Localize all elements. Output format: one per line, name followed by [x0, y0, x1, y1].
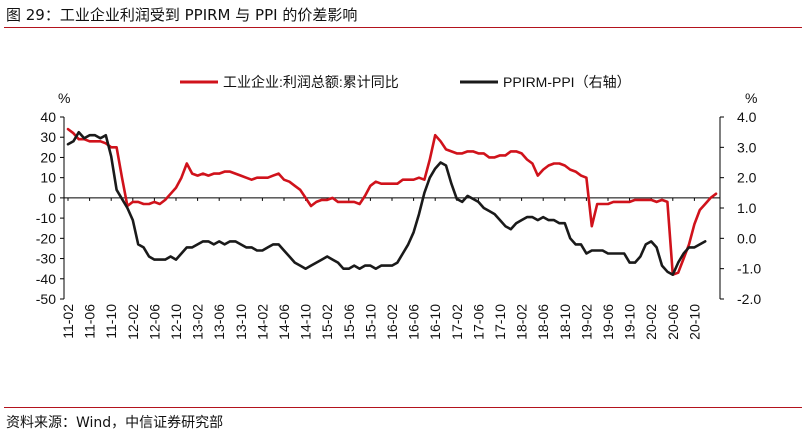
x-tick-label: 19-06 — [600, 304, 616, 340]
series-line-profit — [66, 127, 718, 277]
x-tick-label: 14-02 — [254, 304, 270, 340]
x-tick-label: 11-10 — [103, 304, 119, 339]
x-tick-label: 19-02 — [578, 304, 594, 340]
left-tick-label: -10 — [36, 210, 56, 226]
x-tick-label: 12-02 — [125, 304, 141, 340]
x-tick-label: 14-10 — [298, 304, 314, 340]
x-tick-label: 13-02 — [190, 304, 206, 340]
x-tick-label: 17-02 — [449, 304, 465, 340]
x-tick-label: 12-06 — [146, 304, 162, 340]
series-lines — [66, 127, 718, 277]
legend: 工业企业:利润总额:累计同比 PPIRM-PPI（右轴） — [180, 74, 631, 90]
x-tick-label: 11-06 — [82, 304, 98, 339]
left-tick-label: -50 — [36, 291, 56, 307]
x-tick-label: 15-06 — [341, 304, 357, 340]
source-rule — [4, 407, 802, 408]
left-tick-label: -30 — [36, 251, 56, 267]
x-tick-label: 12-10 — [168, 304, 184, 340]
x-tick-label: 18-02 — [514, 304, 530, 340]
right-tick-label: 3.0 — [737, 139, 757, 155]
x-tick-label: 14-06 — [276, 304, 292, 340]
right-tick-label: 2.0 — [737, 170, 757, 186]
x-tick-label: 20-02 — [643, 304, 659, 340]
left-axis-unit: % — [58, 90, 70, 106]
x-tick-label: 13-10 — [233, 304, 249, 340]
left-tick-label: 0 — [48, 190, 56, 206]
left-tick-label: 20 — [40, 149, 56, 165]
x-tick-label: 19-10 — [622, 304, 638, 340]
right-tick-label: 1.0 — [737, 200, 757, 216]
right-axis-unit: % — [745, 90, 757, 106]
right-tick-label: 0.0 — [737, 230, 757, 246]
legend-label-profit: 工业企业:利润总额:累计同比 — [223, 74, 399, 90]
right-tick-label: 4.0 — [737, 109, 757, 125]
x-tick-label: 18-06 — [535, 304, 551, 340]
left-tick-label: 10 — [40, 170, 56, 186]
legend-label-spread: PPIRM-PPI（右轴） — [503, 74, 631, 90]
chart-title: 图 29：工业企业利润受到 PPIRM 与 PPI 的价差影响 — [6, 6, 358, 24]
left-tick-label: 40 — [40, 109, 56, 125]
x-tick-label: 15-10 — [362, 304, 378, 340]
x-tick-label: 13-06 — [211, 304, 227, 340]
x-tick-label: 15-02 — [319, 304, 335, 340]
source-note: 资料来源：Wind，中信证券研究部 — [6, 415, 224, 431]
series-line-spread — [66, 130, 707, 277]
x-tick-label: 16-06 — [406, 304, 422, 340]
x-tick-label: 17-06 — [470, 304, 486, 340]
x-tick-label: 17-10 — [492, 304, 508, 340]
x-tick-label: 20-06 — [665, 304, 681, 340]
axes: 40 30 20 10 0 -10 -20 -30 -40 -50 4.0 3.0 2.0 1.0 0.0 -… — [36, 109, 762, 307]
x-tick-label: 16-10 — [427, 304, 443, 340]
title-rule — [4, 27, 802, 28]
right-tick-label: -1.0 — [737, 261, 761, 277]
right-tick-label: -2.0 — [737, 291, 761, 307]
x-tick-label: 18-10 — [557, 304, 573, 340]
x-tick-label: 20-10 — [686, 304, 702, 340]
left-tick-label: -20 — [36, 230, 56, 246]
x-axis-labels: 11-02 11-06 11-10 12-02 12-06 12-10 13-02 13-06… — [60, 197, 702, 340]
left-tick-label: 30 — [40, 129, 56, 145]
left-tick-label: -40 — [36, 271, 56, 287]
x-tick-label: 16-02 — [384, 304, 400, 340]
x-tick-label: 11-02 — [60, 304, 76, 339]
